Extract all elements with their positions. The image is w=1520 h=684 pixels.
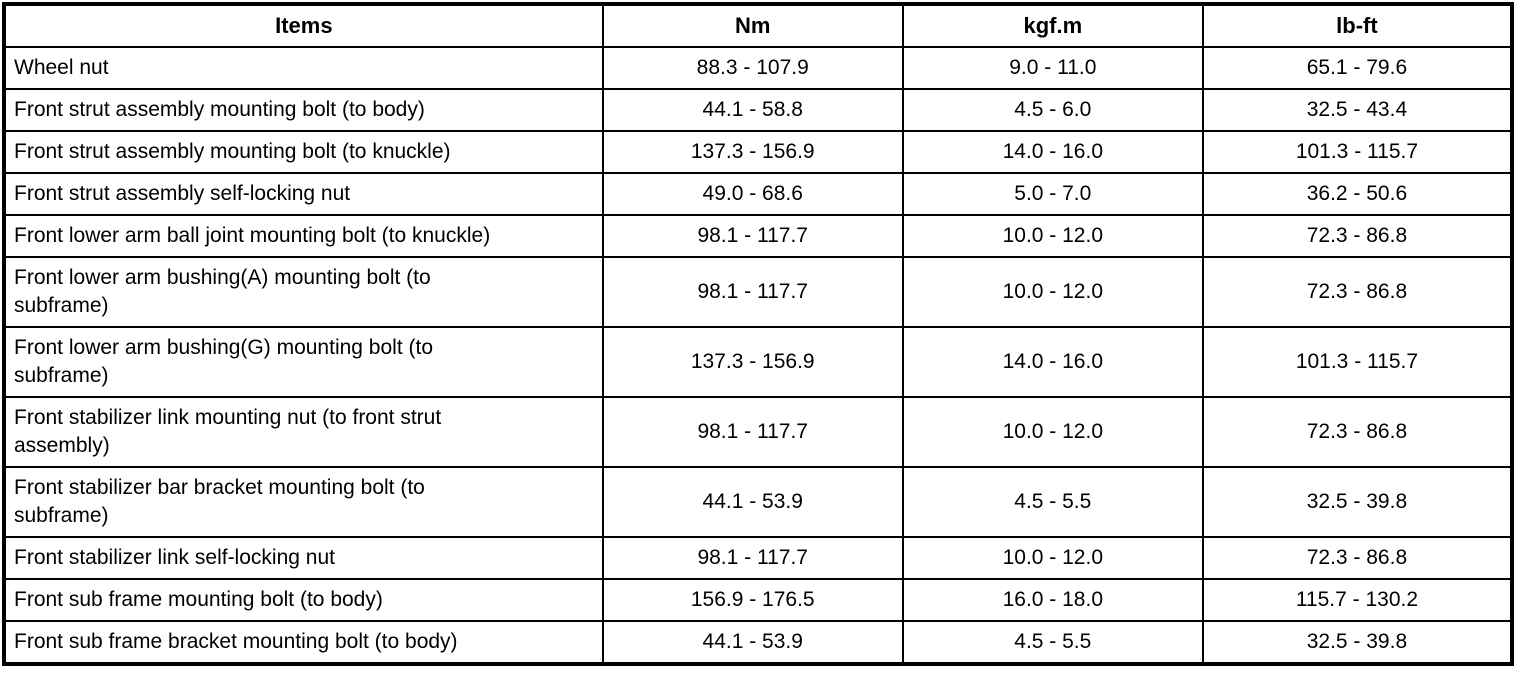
- nm-value-cell: 44.1 - 53.9: [601, 620, 904, 665]
- item-name-cell: Front strut assembly mounting bolt (to b…: [3, 88, 604, 132]
- table-row: Front sub frame bracket mounting bolt (t…: [3, 620, 1514, 665]
- table-row: Front strut assembly self-locking nut 49.…: [3, 172, 1514, 216]
- nm-value-cell: 98.1 - 117.7: [601, 256, 904, 328]
- table-row: Front stabilizer link self-locking nut 98…: [3, 536, 1514, 580]
- torque-spec-table: Items Nm kgf.m lb-ft Wheel nut 88.3 - 107…: [2, 2, 1514, 666]
- item-name-cell: Front lower arm ball joint mounting bolt…: [3, 214, 604, 258]
- table-row: Front stabilizer link mounting nut (to f…: [3, 396, 1514, 468]
- nm-value-cell: 88.3 - 107.9: [601, 46, 904, 90]
- kgfm-value-cell: 10.0 - 12.0: [901, 396, 1204, 468]
- lbft-value-cell: 72.3 - 86.8: [1201, 536, 1514, 580]
- lbft-value-cell: 101.3 - 115.7: [1201, 326, 1514, 398]
- kgfm-value-cell: 9.0 - 11.0: [901, 46, 1204, 90]
- item-name-cell: Wheel nut: [3, 46, 604, 90]
- column-header-nm: Nm: [601, 3, 904, 48]
- nm-value-cell: 44.1 - 53.9: [601, 466, 904, 538]
- torque-table-body: Wheel nut 88.3 - 107.9 9.0 - 11.0 65.1 - 79…: [3, 46, 1514, 665]
- table-row: Front lower arm bushing(G) mounting bolt…: [3, 326, 1514, 398]
- kgfm-value-cell: 10.0 - 12.0: [901, 214, 1204, 258]
- kgfm-value-cell: 5.0 - 7.0: [901, 172, 1204, 216]
- kgfm-value-cell: 10.0 - 12.0: [901, 256, 1204, 328]
- lbft-value-cell: 72.3 - 86.8: [1201, 214, 1514, 258]
- table-row: Front strut assembly mounting bolt (to b…: [3, 88, 1514, 132]
- header-row: Items Nm kgf.m lb-ft: [3, 3, 1514, 48]
- lbft-value-cell: 101.3 - 115.7: [1201, 130, 1514, 174]
- nm-value-cell: 44.1 - 58.8: [601, 88, 904, 132]
- lbft-value-cell: 65.1 - 79.6: [1201, 46, 1514, 90]
- item-name-cell: Front strut assembly mounting bolt (to k…: [3, 130, 604, 174]
- nm-value-cell: 137.3 - 156.9: [601, 326, 904, 398]
- lbft-value-cell: 72.3 - 86.8: [1201, 396, 1514, 468]
- item-name-cell: Front sub frame mounting bolt (to body): [3, 578, 604, 622]
- nm-value-cell: 98.1 - 117.7: [601, 214, 904, 258]
- item-name-cell: Front stabilizer bar bracket mounting bo…: [3, 466, 604, 538]
- item-name-cell: Front stabilizer link mounting nut (to f…: [3, 396, 604, 468]
- kgfm-value-cell: 14.0 - 16.0: [901, 130, 1204, 174]
- column-header-items: Items: [3, 3, 604, 48]
- lbft-value-cell: 36.2 - 50.6: [1201, 172, 1514, 216]
- kgfm-value-cell: 10.0 - 12.0: [901, 536, 1204, 580]
- item-name-cell: Front stabilizer link self-locking nut: [3, 536, 604, 580]
- table-row: Front strut assembly mounting bolt (to k…: [3, 130, 1514, 174]
- kgfm-value-cell: 4.5 - 5.5: [901, 466, 1204, 538]
- nm-value-cell: 137.3 - 156.9: [601, 130, 904, 174]
- column-header-kgfm: kgf.m: [901, 3, 1204, 48]
- lbft-value-cell: 72.3 - 86.8: [1201, 256, 1514, 328]
- lbft-value-cell: 115.7 - 130.2: [1201, 578, 1514, 622]
- item-name-cell: Front lower arm bushing(A) mounting bolt…: [3, 256, 604, 328]
- lbft-value-cell: 32.5 - 39.8: [1201, 466, 1514, 538]
- kgfm-value-cell: 14.0 - 16.0: [901, 326, 1204, 398]
- column-header-lbft: lb-ft: [1201, 3, 1514, 48]
- lbft-value-cell: 32.5 - 43.4: [1201, 88, 1514, 132]
- item-name-cell: Front strut assembly self-locking nut: [3, 172, 604, 216]
- nm-value-cell: 49.0 - 68.6: [601, 172, 904, 216]
- kgfm-value-cell: 16.0 - 18.0: [901, 578, 1204, 622]
- kgfm-value-cell: 4.5 - 5.5: [901, 620, 1204, 665]
- item-name-cell: Front sub frame bracket mounting bolt (t…: [3, 620, 604, 665]
- table-row: Front sub frame mounting bolt (to body) 1…: [3, 578, 1514, 622]
- kgfm-value-cell: 4.5 - 6.0: [901, 88, 1204, 132]
- nm-value-cell: 156.9 - 176.5: [601, 578, 904, 622]
- table-row: Front stabilizer bar bracket mounting bo…: [3, 466, 1514, 538]
- nm-value-cell: 98.1 - 117.7: [601, 536, 904, 580]
- table-row: Wheel nut 88.3 - 107.9 9.0 - 11.0 65.1 - 79…: [3, 46, 1514, 90]
- nm-value-cell: 98.1 - 117.7: [601, 396, 904, 468]
- lbft-value-cell: 32.5 - 39.8: [1201, 620, 1514, 665]
- item-name-cell: Front lower arm bushing(G) mounting bolt…: [3, 326, 604, 398]
- table-row: Front lower arm bushing(A) mounting bolt…: [3, 256, 1514, 328]
- table-row: Front lower arm ball joint mounting bolt…: [3, 214, 1514, 258]
